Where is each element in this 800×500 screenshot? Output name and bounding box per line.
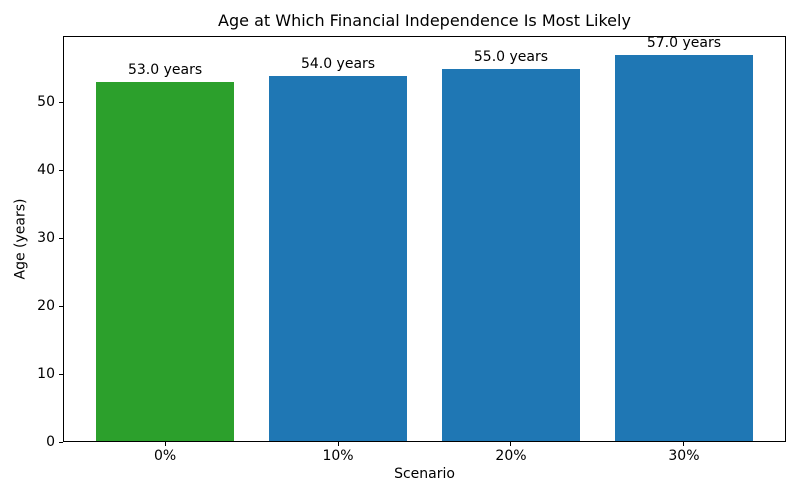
plot-area: 53.0 years 54.0 years 55.0 years 57.0 years xyxy=(63,35,786,442)
y-tick-label: 0 xyxy=(46,433,55,450)
x-tick-label: 0% xyxy=(153,448,177,464)
y-tick-label: 40 xyxy=(37,162,55,179)
bar xyxy=(441,68,581,442)
y-tick-mark xyxy=(59,237,63,239)
chart-title: Age at Which Financial Independence Is M… xyxy=(218,11,631,30)
bar-value-label: 57.0 years xyxy=(646,35,722,52)
bar xyxy=(95,82,235,442)
x-tick-mark xyxy=(164,442,166,446)
bar xyxy=(268,75,408,442)
bar-value-label: 53.0 years xyxy=(127,62,203,79)
x-tick-label: 10% xyxy=(322,448,354,464)
y-tick-mark xyxy=(59,373,63,375)
y-tick-label: 30 xyxy=(37,229,55,246)
y-tick-mark xyxy=(59,170,63,172)
x-tick-label: 20% xyxy=(495,448,527,464)
x-tick-mark xyxy=(337,442,339,446)
x-tick-mark xyxy=(683,442,685,446)
x-axis-label: Scenario xyxy=(394,466,455,482)
bar-value-label: 55.0 years xyxy=(473,48,549,65)
bar-value-label: 54.0 years xyxy=(300,55,376,72)
y-tick-label: 10 xyxy=(37,365,55,382)
y-tick-mark xyxy=(59,305,63,307)
y-tick-label: 20 xyxy=(37,297,55,314)
y-tick-label: 50 xyxy=(37,94,55,111)
y-tick-mark xyxy=(59,441,63,443)
x-tick-mark xyxy=(510,442,512,446)
x-tick-label: 30% xyxy=(668,448,700,464)
y-tick-mark xyxy=(59,102,63,104)
bar xyxy=(614,55,754,442)
